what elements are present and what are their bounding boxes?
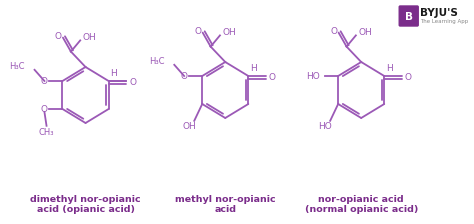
Text: dimethyl nor-opianic
acid (opianic acid): dimethyl nor-opianic acid (opianic acid)	[30, 195, 141, 214]
Text: methyl nor-opianic
acid: methyl nor-opianic acid	[175, 195, 275, 214]
Text: HO: HO	[319, 122, 332, 131]
Text: O: O	[129, 78, 136, 86]
Text: H₃C: H₃C	[9, 62, 25, 71]
Text: H₃C: H₃C	[149, 57, 165, 66]
Text: O: O	[41, 77, 48, 86]
Text: O: O	[181, 71, 188, 80]
Text: OH: OH	[223, 28, 237, 37]
Text: CH₃: CH₃	[39, 128, 55, 137]
Text: The Learning App: The Learning App	[420, 19, 468, 24]
Text: B: B	[405, 12, 413, 22]
Text: OH: OH	[358, 28, 372, 37]
Text: O: O	[194, 27, 201, 36]
Text: O: O	[330, 27, 337, 36]
Text: OH: OH	[83, 33, 97, 42]
Text: H: H	[110, 69, 117, 78]
Text: nor-opianic acid
(normal opianic acid): nor-opianic acid (normal opianic acid)	[304, 195, 418, 214]
Text: O: O	[269, 73, 276, 82]
Text: O: O	[41, 105, 48, 114]
FancyBboxPatch shape	[399, 6, 418, 26]
Text: H: H	[386, 63, 392, 73]
Text: BYJU'S: BYJU'S	[420, 8, 458, 18]
Text: O: O	[55, 32, 62, 41]
Text: HO: HO	[307, 71, 320, 80]
Text: OH: OH	[182, 122, 196, 131]
Text: H: H	[250, 63, 256, 73]
Text: O: O	[405, 73, 412, 82]
